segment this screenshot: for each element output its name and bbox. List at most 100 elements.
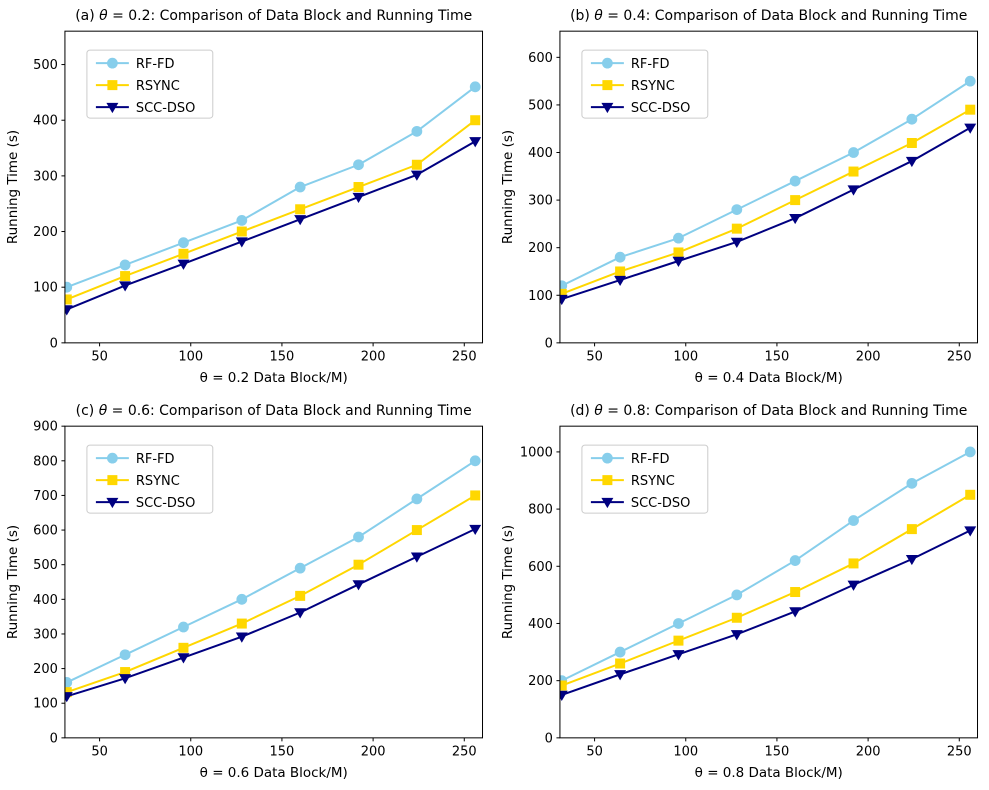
data-point-SCC-DSO (730, 237, 743, 248)
x-tick-label: 150 (270, 349, 295, 364)
series-group (559, 446, 977, 701)
data-point-SCC-DSO (559, 294, 568, 306)
data-point-SCC-DSO (119, 674, 132, 685)
y-tick-label: 800 (33, 454, 58, 469)
data-point-RSYNC (906, 137, 917, 148)
data-point-RF-FD (614, 646, 626, 658)
y-tick-label: 900 (33, 420, 58, 435)
data-point-RF-FD (64, 677, 73, 688)
y-tick-label: 400 (33, 593, 58, 608)
legend: RF-FD RSYNC SCC-DSO (86, 444, 214, 514)
legend-label: SCC-DSO (136, 101, 195, 116)
data-point-RSYNC (848, 558, 859, 569)
data-point-RF-FD (469, 81, 481, 93)
x-tick-label: 250 (947, 349, 972, 364)
x-tick-label: 100 (178, 744, 203, 759)
subplot-b-chart: 50 100 150 200 250 0 100 200 300 400 500 600 (b) θ =… (500, 8, 979, 386)
data-point-RSYNC (906, 524, 917, 535)
data-point-RF-FD (731, 589, 743, 601)
data-point-RSYNC (559, 680, 567, 691)
chart-title: (c) θ = 0.6: Comparison of Data Block an… (76, 403, 472, 419)
data-point-RSYNC (731, 223, 742, 234)
data-point-SCC-DSO (177, 653, 190, 664)
data-point-RSYNC (790, 587, 801, 598)
data-point-SCC-DSO (410, 552, 423, 563)
y-tick-label: 100 (528, 289, 553, 304)
y-tick-label: 600 (528, 560, 553, 575)
x-axis-label: θ = 0.8 Data Block/M) (695, 765, 843, 781)
legend-entry-RSYNC: RSYNC (95, 474, 180, 489)
y-axis-label: Running Time (s) (500, 130, 516, 244)
data-point-RF-FD (64, 281, 73, 293)
legend-marker-triangle-down (601, 102, 614, 114)
legend-entry-SCC-DSO: SCC-DSO (590, 496, 690, 511)
data-point-RF-FD (294, 562, 306, 574)
data-point-SCC-DSO (294, 215, 307, 226)
data-point-RF-FD (964, 75, 976, 87)
data-point-RSYNC (178, 642, 189, 653)
data-point-RF-FD (411, 125, 423, 137)
data-point-SCC-DSO (847, 580, 860, 591)
series-group (64, 455, 482, 703)
data-point-RSYNC (615, 658, 626, 669)
x-tick-label: 250 (452, 349, 477, 364)
data-point-RSYNC (673, 635, 684, 646)
subplot-a: 50 100 150 200 250 0 100 200 300 400 500 (a) θ = 0.… (0, 0, 494, 395)
data-point-RF-FD (236, 593, 248, 605)
data-point-RF-FD (906, 477, 918, 489)
legend-marker-circle (601, 57, 613, 69)
data-point-RF-FD (411, 493, 423, 505)
subplot-c-chart: 50 100 150 200 250 0 100 200 300 400 500 600 700 800 9… (5, 403, 484, 781)
legend: RF-FD RSYNC SCC-DSO (86, 49, 214, 119)
legend-entry-RF-FD: RF-FD (590, 452, 670, 467)
data-point-SCC-DSO (352, 192, 365, 204)
data-point-RSYNC (965, 104, 976, 115)
data-point-SCC-DSO (905, 554, 918, 566)
y-tick-label: 200 (33, 662, 58, 677)
legend-label: RF-FD (631, 452, 670, 467)
y-tick-label: 0 (50, 336, 58, 351)
data-point-RF-FD (614, 251, 626, 263)
legend-marker-square (107, 475, 118, 486)
y-tick-label: 400 (528, 617, 553, 632)
x-tick-label: 150 (765, 744, 790, 759)
x-tick-label: 100 (673, 744, 698, 759)
data-point-RSYNC (615, 266, 626, 277)
data-point-SCC-DSO (352, 580, 365, 591)
x-tick-label: 50 (586, 744, 603, 759)
data-point-RF-FD (673, 232, 684, 244)
data-point-RF-FD (178, 237, 189, 249)
legend-box (581, 444, 709, 514)
data-point-RSYNC (559, 288, 567, 299)
legend-entry-RSYNC: RSYNC (590, 79, 675, 94)
x-tick-label: 100 (673, 349, 698, 364)
legend-entry-SCC-DSO: SCC-DSO (95, 101, 195, 116)
legend-marker-square (107, 80, 118, 91)
data-point-SCC-DSO (964, 123, 977, 134)
data-point-RSYNC (295, 204, 306, 215)
data-point-RSYNC (236, 226, 247, 237)
legend-entry-SCC-DSO: SCC-DSO (590, 101, 690, 116)
data-point-RF-FD (469, 455, 481, 467)
y-tick-label: 100 (33, 697, 58, 712)
data-point-SCC-DSO (789, 213, 802, 225)
data-point-RF-FD (906, 113, 918, 125)
data-point-RF-FD (848, 147, 859, 158)
data-point-SCC-DSO (64, 305, 73, 316)
x-tick-label: 50 (91, 349, 108, 364)
legend: RF-FD RSYNC SCC-DSO (581, 49, 709, 119)
series-group (64, 81, 482, 316)
x-tick-label: 100 (178, 349, 203, 364)
data-point-RSYNC (731, 612, 742, 623)
data-point-RF-FD (353, 531, 364, 543)
axes-spines (64, 425, 484, 739)
data-point-RF-FD (964, 446, 976, 458)
legend-entry-RSYNC: RSYNC (95, 79, 180, 94)
x-tick-label: 50 (586, 349, 603, 364)
data-point-SCC-DSO (177, 259, 190, 270)
legend-box (581, 49, 709, 119)
series-line-SCC-DSO (65, 140, 477, 311)
legend-label: SCC-DSO (631, 101, 690, 116)
legend-label: RF-FD (631, 57, 670, 72)
y-tick-label: 0 (545, 336, 553, 351)
